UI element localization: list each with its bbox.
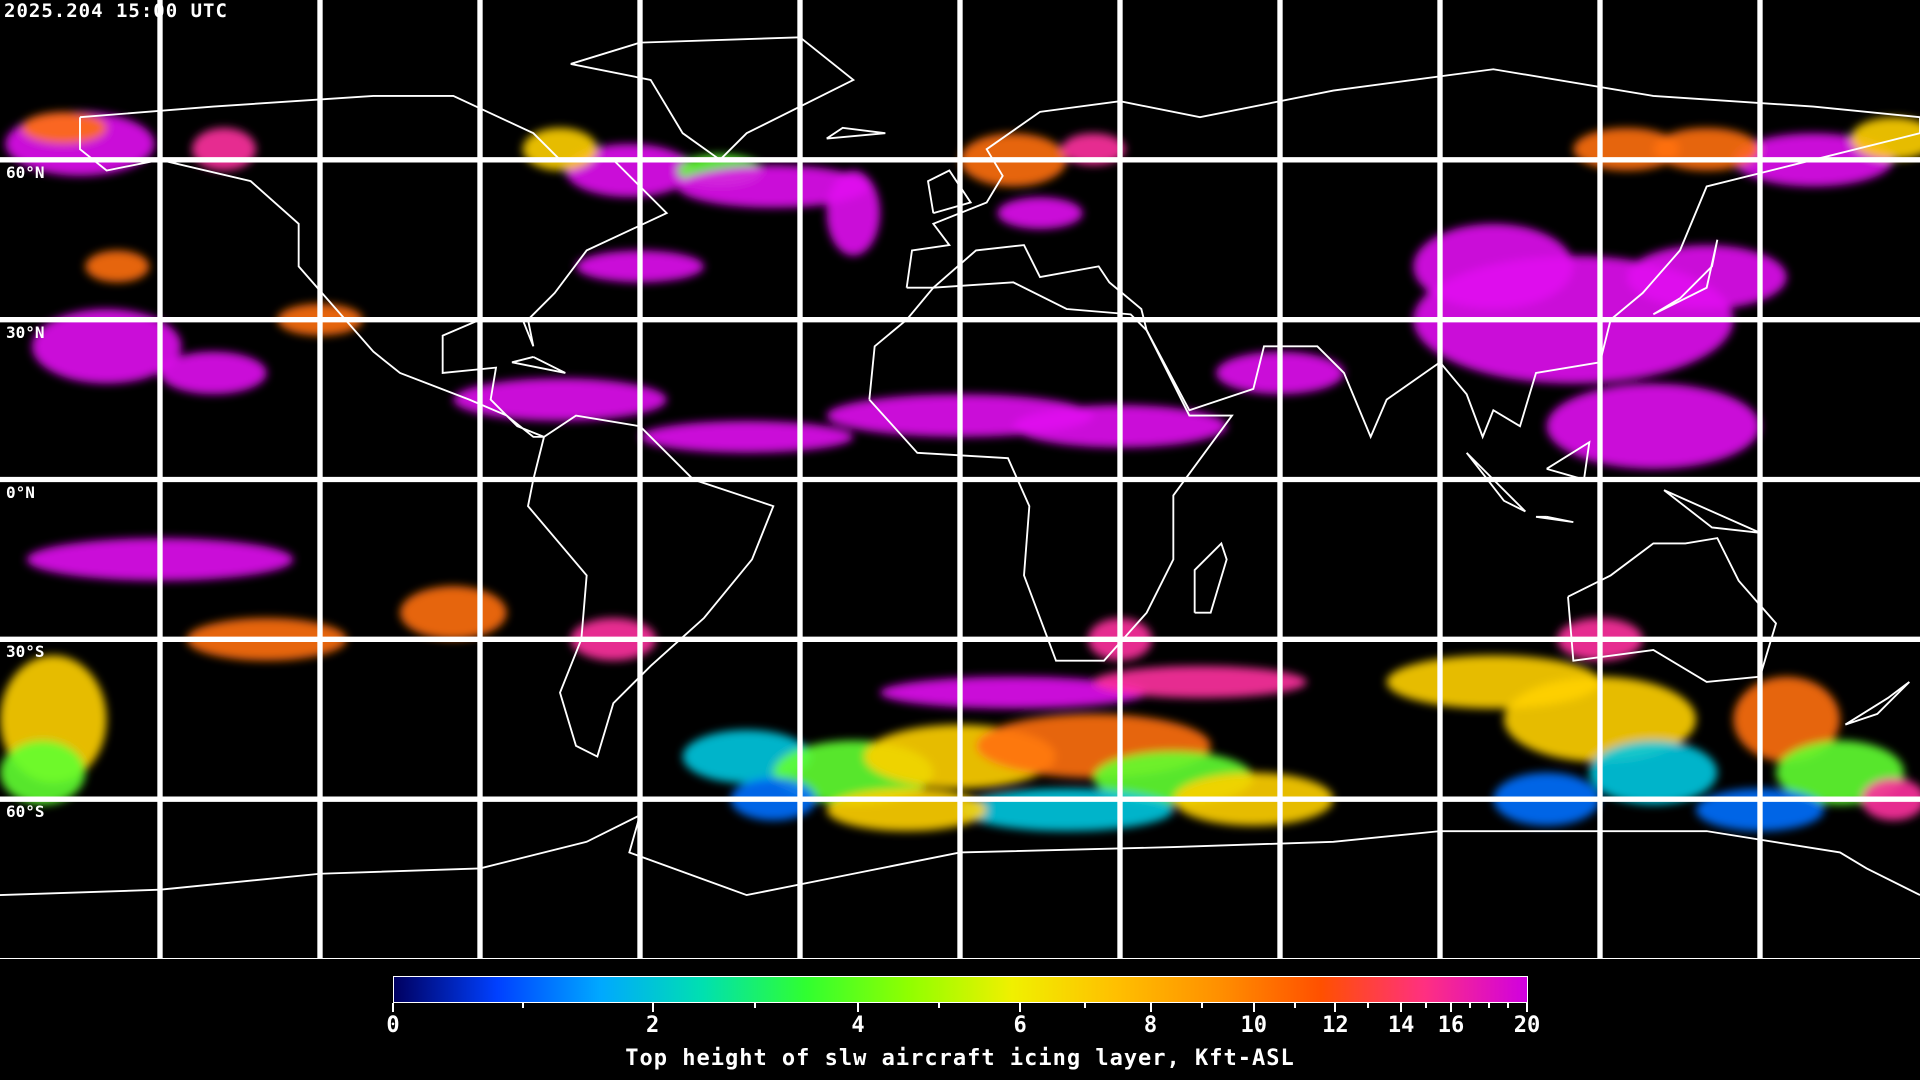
- icing-area: [1850, 117, 1920, 160]
- icing-area: [0, 740, 86, 805]
- icing-area: [677, 165, 870, 208]
- minor-tick: [1488, 1003, 1490, 1008]
- latitude-label: 60°S: [6, 802, 45, 822]
- coastline: [511, 356, 566, 374]
- minor-tick: [1084, 1003, 1087, 1008]
- icing-area: [1093, 665, 1307, 698]
- icing-area: [21, 111, 107, 144]
- minor-tick: [754, 1003, 757, 1008]
- major-tick: [1526, 1003, 1528, 1012]
- major-tick: [392, 1003, 394, 1012]
- colorbar-title: Top height of slw aircraft icing layer, …: [625, 1046, 1295, 1071]
- icing-area: [32, 309, 182, 384]
- coastline: [826, 126, 886, 140]
- coastline: [868, 281, 1234, 662]
- minor-tick: [521, 1003, 524, 1008]
- icing-area: [1546, 383, 1760, 469]
- icing-area: [826, 170, 880, 256]
- latitude-label: 0°N: [6, 482, 35, 502]
- tick-label: 8: [1143, 1013, 1158, 1038]
- minor-tick: [1201, 1003, 1204, 1008]
- colorbar: [393, 976, 1528, 1003]
- coastline: [1193, 541, 1228, 614]
- coastline: [905, 68, 1920, 440]
- icing-area: [640, 420, 854, 453]
- coastline: [570, 36, 856, 162]
- tick-label: 14: [1387, 1013, 1415, 1038]
- coastline: [1546, 440, 1591, 481]
- coastline: [1535, 515, 1574, 524]
- coastline: [1663, 489, 1761, 534]
- tick-label: 10: [1240, 1013, 1267, 1038]
- minor-tick: [1293, 1003, 1296, 1008]
- icing-area: [1589, 740, 1718, 805]
- major-tick: [1450, 1003, 1453, 1012]
- icing-area: [453, 378, 667, 421]
- latitude-label: 30°N: [6, 322, 45, 342]
- minor-tick: [938, 1003, 941, 1008]
- icing-area: [160, 351, 267, 395]
- coastline: [526, 414, 775, 758]
- icing-area: [192, 127, 256, 171]
- minor-tick: [1367, 1003, 1370, 1008]
- major-tick: [1149, 1003, 1152, 1012]
- icing-area: [85, 250, 150, 283]
- icing-area: [997, 197, 1083, 230]
- icing-map: [0, 0, 1920, 959]
- coastline: [1844, 681, 1910, 726]
- coastline-antarctica: [0, 813, 1920, 897]
- major-tick: [1400, 1003, 1403, 1012]
- tick-label: 16: [1437, 1013, 1465, 1038]
- icing-area: [960, 788, 1174, 832]
- tick-label: 6: [1013, 1013, 1027, 1038]
- tick-label: 12: [1322, 1013, 1349, 1038]
- map-border: [0, 958, 1920, 959]
- icing-area: [880, 676, 1147, 709]
- icing-area: [400, 586, 507, 640]
- major-tick: [856, 1003, 859, 1012]
- minor-tick: [1507, 1003, 1509, 1008]
- major-tick: [651, 1003, 654, 1012]
- tick-label: 20: [1513, 1013, 1541, 1038]
- minor-tick: [1469, 1003, 1472, 1008]
- latitude-label: 60°N: [6, 162, 45, 182]
- minor-tick: [1425, 1003, 1428, 1008]
- major-tick: [1334, 1003, 1337, 1012]
- coastline: [1652, 239, 1719, 316]
- tick-label: 0: [386, 1013, 400, 1038]
- latitude-label: 30°S: [6, 642, 45, 662]
- icing-area: [1573, 127, 1680, 171]
- major-tick: [1019, 1003, 1022, 1012]
- tick-label: 2: [646, 1013, 660, 1038]
- graticule: [0, 0, 1920, 959]
- timestamp: 2025.204 15:00 UTC: [4, 0, 228, 22]
- icing-area: [1626, 245, 1787, 310]
- major-tick: [1252, 1003, 1255, 1012]
- coastline: [926, 169, 973, 215]
- icing-area: [1413, 223, 1574, 310]
- tick-label: 4: [851, 1013, 865, 1038]
